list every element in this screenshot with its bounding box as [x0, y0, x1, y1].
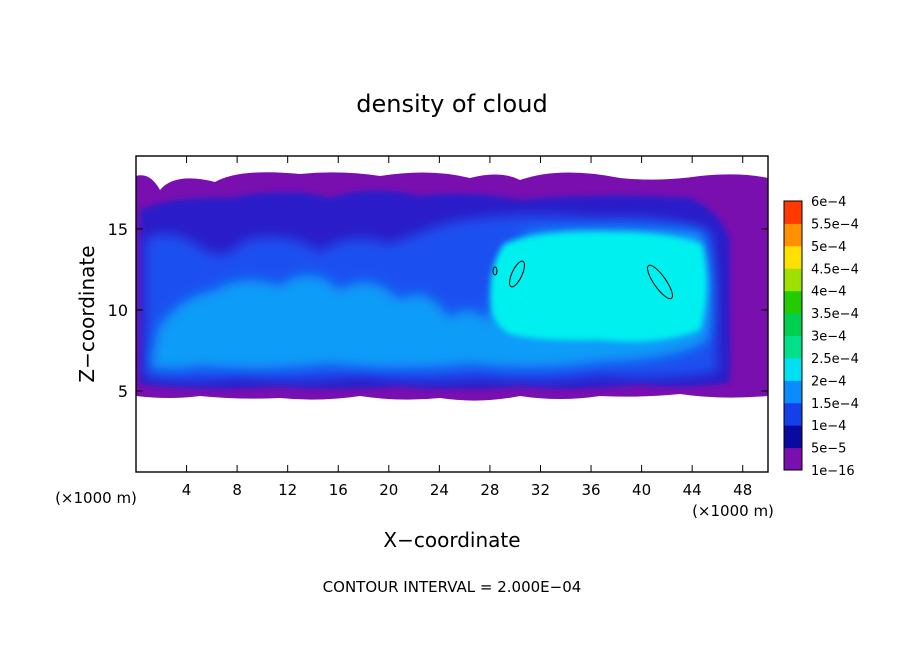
plot-frame	[135, 155, 769, 473]
x-tick-label: 44	[683, 481, 702, 499]
density-field	[136, 156, 768, 472]
x-tick-label: 8	[232, 481, 242, 499]
colorbar-label: 3.5e−4	[811, 307, 859, 322]
colorbar-swatch	[784, 290, 802, 314]
colorbar-label: 1e−4	[811, 419, 846, 434]
x-axis-label: X−coordinate	[383, 528, 520, 552]
colorbar-swatch	[784, 313, 802, 336]
colorbar-label: 5.5e−4	[811, 217, 859, 232]
contour-line	[647, 264, 673, 300]
x-tick-label: 20	[379, 481, 398, 499]
colorbar-swatch	[784, 245, 802, 269]
colorbar-label: 4.5e−4	[811, 262, 859, 277]
x-tick-label: 16	[329, 481, 348, 499]
contour-line	[509, 260, 525, 288]
colorbar-swatch	[784, 223, 802, 247]
x-tick-label: 4	[182, 481, 192, 499]
x-axis: 4 8 12 16 20 24 28 32 36 40 44 48	[182, 156, 752, 499]
x-tick-label: 28	[480, 481, 499, 499]
colorbar-swatch	[784, 335, 802, 359]
colorbar-label: 3e−4	[811, 330, 846, 345]
x-tick-label: 32	[531, 481, 550, 499]
colorbar-label: 1e−16	[811, 464, 855, 479]
colorbar-swatch	[784, 357, 802, 381]
contour-line	[492, 266, 498, 276]
x-tick-label: 48	[733, 481, 752, 499]
y-tick-label: 10	[108, 301, 128, 320]
x-tick-label: 24	[430, 481, 449, 499]
colorbar-swatch	[784, 402, 802, 426]
y-axis: 5 10 15	[108, 220, 768, 401]
y-tick-label: 15	[108, 220, 128, 239]
colorbar-label: 5e−5	[811, 442, 846, 457]
colorbar-frame	[783, 200, 803, 471]
cloud-cyan-core	[490, 231, 707, 342]
x-tick-label: 12	[278, 481, 297, 499]
y-tick-label: 5	[118, 382, 128, 401]
colorbar: 1e−16 5e−5 1e−4 1.5e−4 2e−4 2.5e−4 3e−4 3.5e−4 4…	[783, 195, 859, 479]
colorbar-swatch	[784, 268, 802, 292]
colorbar-label: 2.5e−4	[811, 352, 859, 367]
colorbar-label: 5e−4	[811, 240, 846, 255]
x-unit-right: (×1000 m)	[692, 502, 774, 520]
colorbar-swatch	[784, 447, 802, 471]
x-tick-label: 40	[632, 481, 651, 499]
colorbar-label: 6e−4	[811, 195, 846, 210]
colorbar-label: 4e−4	[811, 285, 846, 300]
colorbar-swatch	[784, 201, 802, 224]
contour-interval-note: CONTOUR INTERVAL = 2.000E−04	[323, 578, 582, 596]
x-tick-label: 36	[581, 481, 600, 499]
y-axis-label: Z−coordinate	[75, 245, 99, 382]
colorbar-label: 1.5e−4	[811, 397, 859, 412]
colorbar-swatch	[784, 380, 802, 404]
chart-title: density of cloud	[356, 90, 547, 118]
colorbar-swatch	[784, 425, 802, 449]
colorbar-label: 2e−4	[811, 374, 846, 389]
x-unit-left: (×1000 m)	[55, 489, 137, 507]
